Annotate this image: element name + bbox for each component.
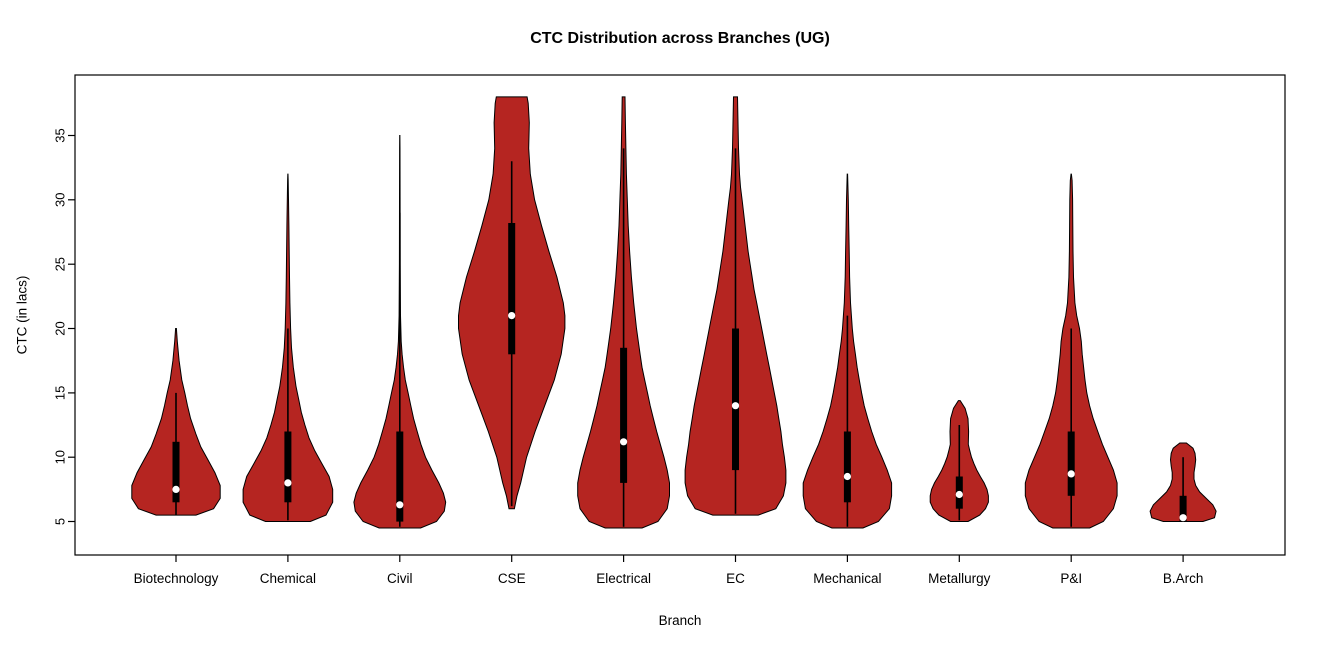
median-dot-Mechanical [843,472,852,481]
y-tick-label: 10 [52,450,67,464]
iqr-box-Electrical [620,347,628,483]
median-dot-Biotechnology [172,485,180,493]
y-tick-label: 20 [52,321,67,335]
median-dot-EC [731,402,740,410]
iqr-box-P&I [1067,431,1075,496]
iqr-box-EC [732,328,739,471]
median-dot-B.Arch [1179,514,1187,522]
median-dot-Chemical [284,479,292,487]
x-tick-label-P&I: P&I [1060,571,1082,586]
chart-title: CTC Distribution across Branches (UG) [530,30,830,47]
x-tick-label-Metallurgy: Metallurgy [928,571,991,586]
iqr-box-Chemical [284,431,292,503]
iqr-box-Biotechnology [172,441,180,503]
x-tick-label-B.Arch: B.Arch [1163,571,1204,586]
x-tick-label-Biotechnology: Biotechnology [134,571,219,586]
iqr-box-B.Arch [1179,495,1187,522]
x-tick-label-Chemical: Chemical [260,571,316,586]
x-tick-label-EC: EC [726,571,745,586]
median-dot-CSE [508,312,516,320]
x-tick-label-CSE: CSE [498,571,526,586]
median-dot-P&I [1067,470,1075,478]
median-dot-Metallurgy [955,490,963,499]
y-axis-title: CTC (in lacs) [14,275,30,355]
x-tick-label-Electrical: Electrical [596,571,651,586]
median-dot-Civil [396,501,404,509]
x-tick-label-Civil: Civil [387,571,413,586]
iqr-box-CSE [508,223,516,355]
y-tick-label: 15 [52,386,67,400]
y-tick-label: 25 [52,257,67,271]
iqr-box-Civil [396,431,404,522]
y-tick-label: 30 [52,193,67,207]
y-tick-label: 35 [52,128,67,142]
y-tick-label: 5 [52,518,67,525]
plot-border [74,74,1286,556]
x-tick-label-Mechanical: Mechanical [813,571,881,586]
x-axis-title: Branch [658,613,702,628]
median-dot-Electrical [620,438,628,446]
iqr-box-Mechanical [843,431,851,503]
